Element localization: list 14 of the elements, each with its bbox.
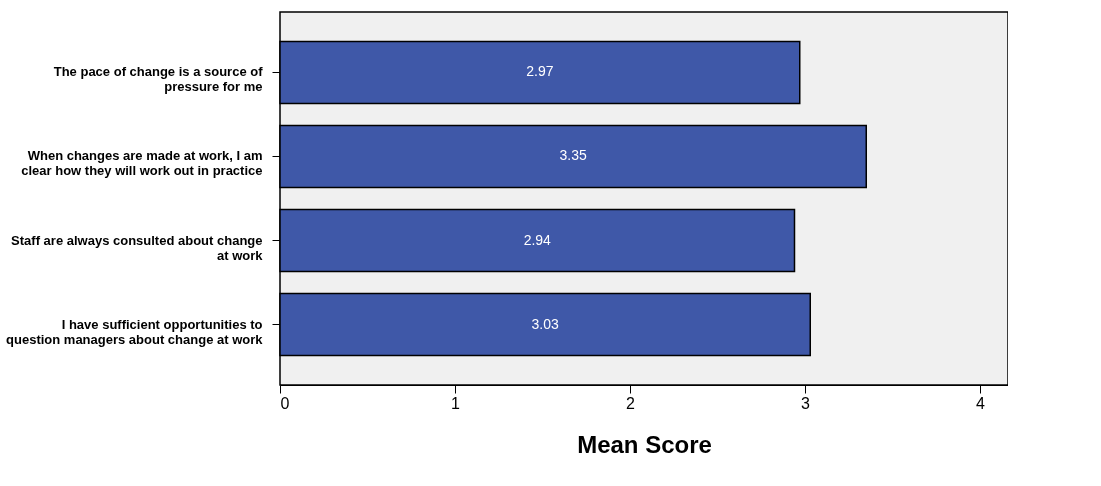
y-tick-label: When changes are made at work, I am clear how they will work out in practice	[21, 148, 263, 179]
y-tick-label: Staff are always consulted about change at work	[11, 232, 264, 263]
data-label: 3.03	[531, 315, 559, 332]
data-label: 3.35	[559, 147, 587, 164]
data-label: 2.94	[523, 231, 552, 248]
y-tick-label: The pace of change is a source of pressure for me	[53, 64, 264, 95]
x-tick-label: 0	[280, 394, 290, 412]
x-axis-title: Mean Score	[577, 430, 712, 458]
x-tick-label: 3	[801, 394, 811, 412]
x-tick-label: 1	[451, 394, 461, 412]
y-tick-label: I have sufficient opportunities to question managers about change at work	[6, 316, 264, 347]
data-label: 2.97	[526, 63, 554, 80]
x-tick-label: 2	[626, 394, 636, 412]
x-tick-label: 4	[976, 394, 986, 412]
